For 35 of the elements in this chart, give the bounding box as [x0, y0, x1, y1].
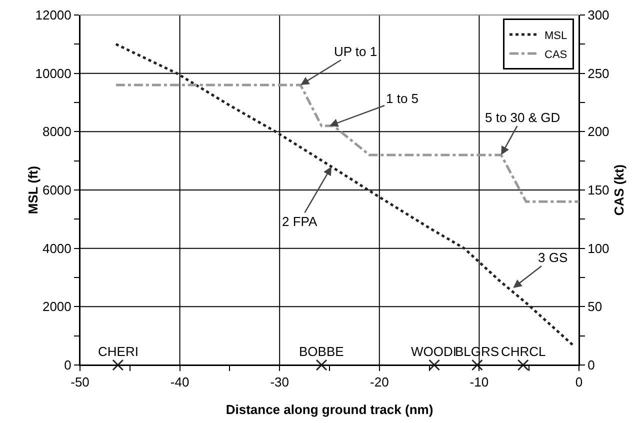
y2-tick-label: 200 — [588, 124, 610, 140]
y2-axis-title: CAS (kt) — [611, 164, 626, 216]
annotation: WOODI — [411, 344, 456, 359]
y2-tick-label: 0 — [588, 358, 595, 373]
y-tick-label: 2000 — [42, 299, 72, 314]
x-tick-label: -30 — [270, 374, 289, 390]
y2-tick-label: 150 — [588, 182, 610, 198]
y-tick-label: 4000 — [42, 240, 72, 256]
annotation: 1 to 5 — [386, 91, 419, 106]
y2-tick-label: 100 — [588, 240, 610, 256]
annotation: 5 to 30 & GD — [485, 110, 560, 125]
x-tick-label: -40 — [170, 374, 190, 390]
legend-label: MSL — [544, 30, 568, 42]
x-tick-label: -50 — [70, 374, 90, 390]
x-tick-label: 0 — [575, 374, 583, 390]
annotation: CHRCL — [501, 344, 546, 359]
annotation: BOBBE — [299, 344, 344, 359]
legend-label: CAS — [544, 48, 568, 61]
x-tick-label: -20 — [370, 374, 389, 390]
y2-tick-label: 300 — [588, 8, 610, 23]
x-axis-title: Distance along ground track (nm) — [226, 402, 434, 417]
annotation: 2 FPA — [282, 214, 318, 229]
y-tick-label: 8000 — [42, 124, 72, 140]
annotation: UP to 1 — [334, 44, 378, 59]
y-tick-label: 10000 — [35, 66, 72, 81]
y2-tick-label: 250 — [588, 66, 610, 81]
y-tick-label: 12000 — [35, 8, 72, 23]
y2-tick-label: 50 — [588, 299, 602, 314]
y-axis-title: MSL (ft) — [25, 166, 40, 214]
y-tick-label: 6000 — [42, 182, 72, 198]
line-series — [114, 42, 576, 348]
y-tick-label: 0 — [64, 358, 72, 373]
annotation: 3 GS — [538, 250, 568, 265]
x-tick-label: -10 — [470, 374, 489, 390]
annotation: CHERI — [98, 344, 138, 359]
